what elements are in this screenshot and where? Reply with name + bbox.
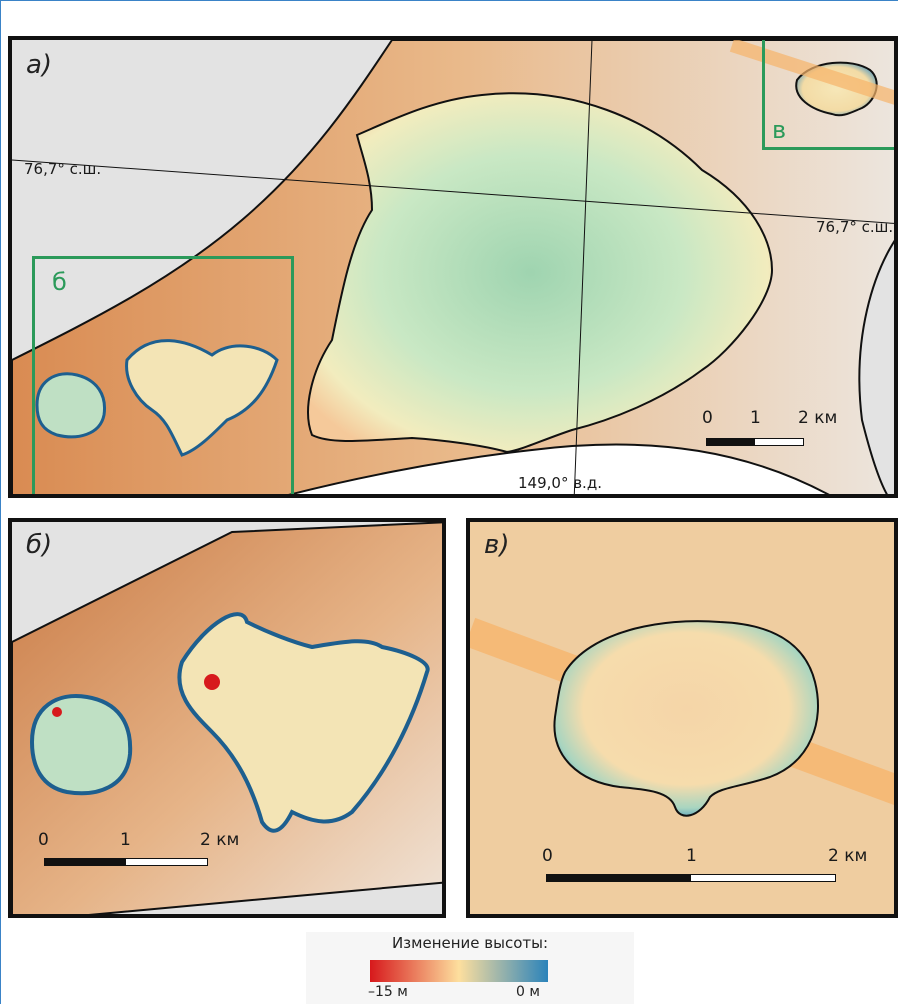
- map-v-canvas: [470, 522, 894, 914]
- lake-small-b1: [35, 372, 107, 439]
- inset-label-v: в: [772, 116, 787, 144]
- lat-label-left: 76,7° с.ш.: [24, 160, 102, 178]
- lake-b1: [29, 694, 133, 796]
- depth-spot-1: [204, 674, 220, 690]
- scale-b-0: 0: [38, 830, 49, 850]
- map-panel-a: а) 76,7° с.ш. 76,7° с.ш. 149,0° в.д. б в…: [8, 36, 898, 498]
- lake-b2: [177, 612, 430, 833]
- scale-a-1: 1: [750, 408, 761, 428]
- inset-box-v: [762, 40, 894, 150]
- sea-bottom: [288, 443, 830, 494]
- lake-small-b2: [125, 339, 279, 457]
- legend: Изменение высоты: –15 м 0 м: [306, 932, 634, 1004]
- legend-color-ramp: [370, 960, 548, 982]
- lake-v: [553, 620, 819, 817]
- scale-v-0: 0: [542, 846, 553, 866]
- scale-b-1: 1: [120, 830, 131, 850]
- panel-v-label: в): [484, 530, 510, 560]
- lake-main: [307, 92, 774, 454]
- scale-bar-a: [706, 438, 804, 446]
- scale-a-2: 2 км: [798, 408, 838, 428]
- map-b-canvas: [12, 522, 442, 914]
- orange-stripe: [729, 40, 894, 105]
- inset-box-b: [32, 256, 294, 494]
- panel-a-label: а): [26, 50, 53, 80]
- map-panel-v: в) 0 1 2 км: [466, 518, 898, 918]
- map-a-canvas: [12, 40, 894, 494]
- scale-a-0: 0: [702, 408, 713, 428]
- map-panel-b: б) 0 1 2 км: [8, 518, 446, 918]
- legend-min-label: –15 м: [368, 984, 408, 1000]
- scale-v-1: 1: [686, 846, 697, 866]
- scale-b-2: 2 км: [200, 830, 240, 850]
- inset-label-b: б: [52, 268, 67, 296]
- legend-max-label: 0 м: [516, 984, 540, 1000]
- lat-label-right: 76,7° с.ш.: [816, 218, 894, 236]
- scale-bar-v: [546, 874, 836, 882]
- scale-bar-b: [44, 858, 208, 866]
- lon-line: [573, 40, 593, 494]
- depth-spot-2: [52, 707, 62, 717]
- legend-title: Изменение высоты:: [391, 934, 549, 952]
- lat-line: [12, 159, 894, 224]
- panel-b-label: б): [26, 530, 53, 560]
- scale-v-2: 2 км: [828, 846, 868, 866]
- lon-label: 149,0° в.д.: [518, 474, 602, 492]
